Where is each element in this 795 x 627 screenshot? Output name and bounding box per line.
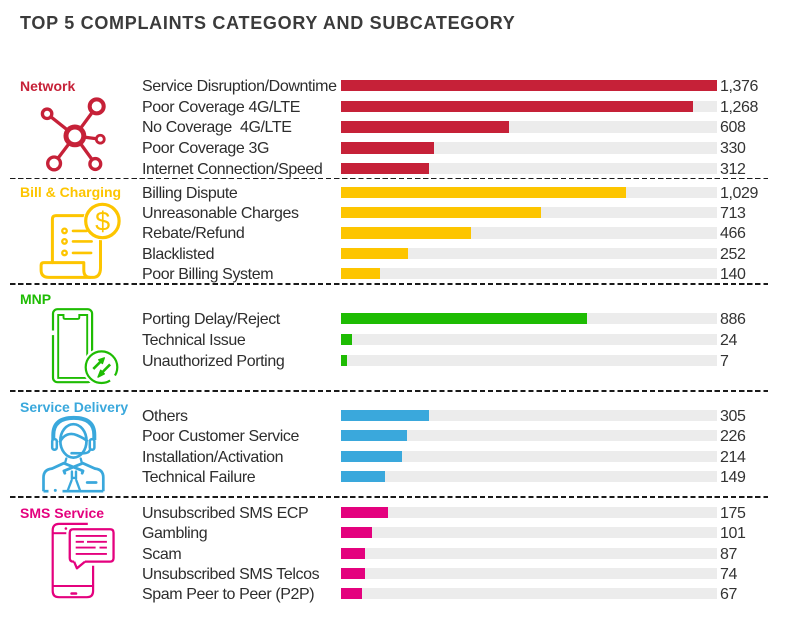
svg-text:$: $ bbox=[95, 207, 110, 237]
